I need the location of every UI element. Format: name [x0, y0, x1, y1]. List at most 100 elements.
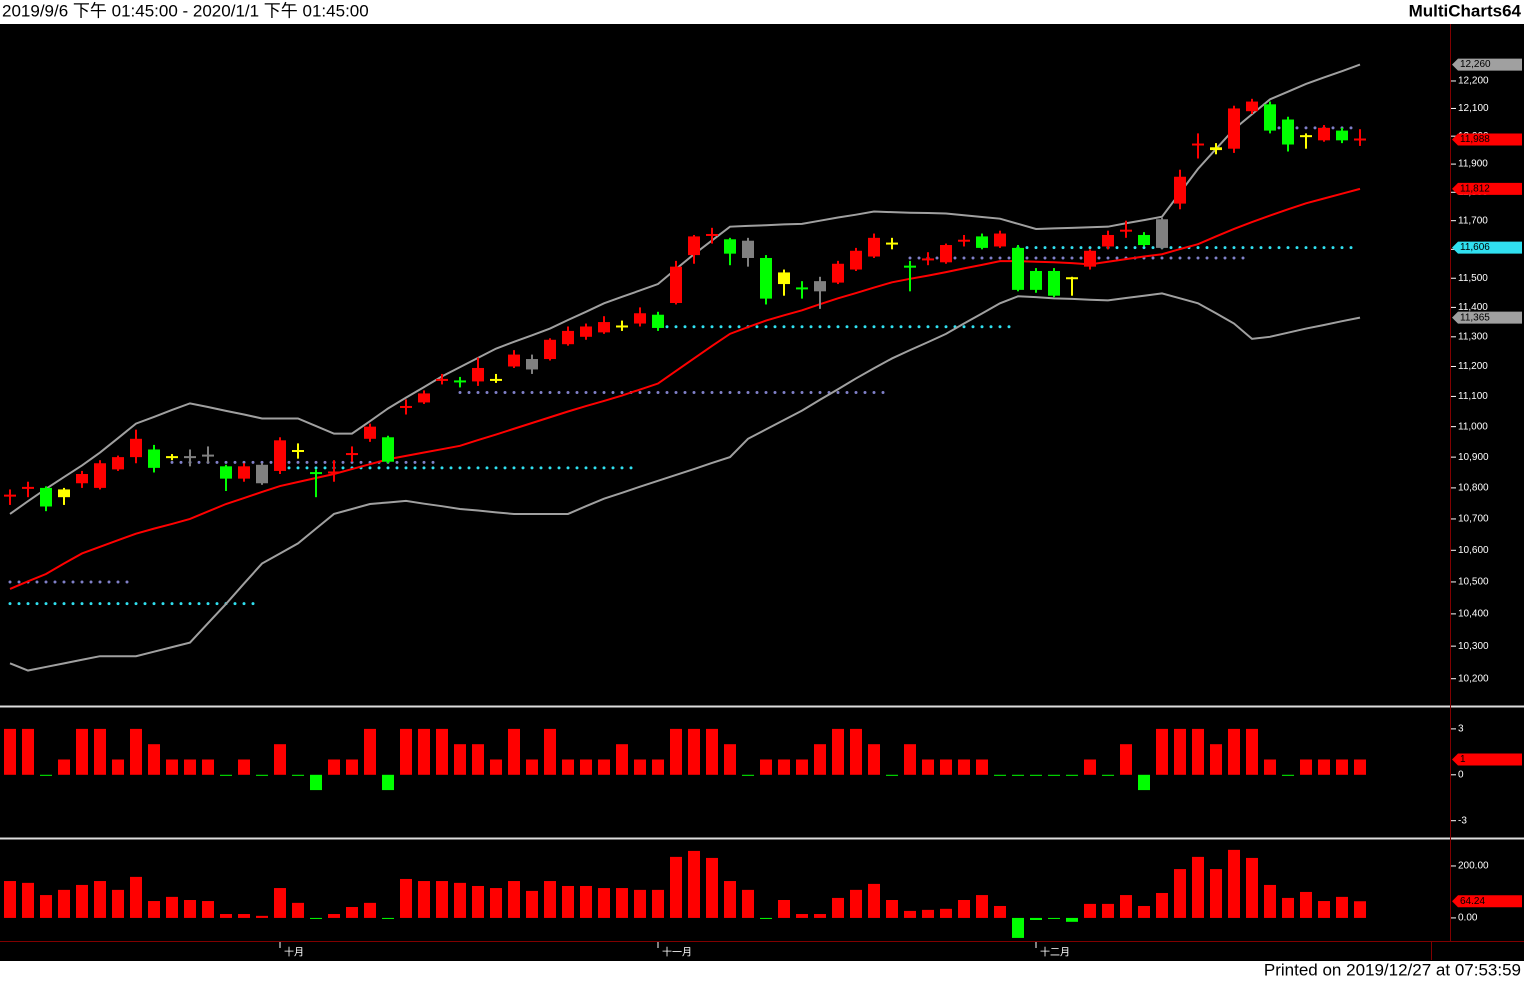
candle-body — [940, 245, 952, 263]
candle-body — [670, 266, 682, 304]
y-tick-label: 12,200 — [1458, 76, 1489, 87]
candle-body — [238, 466, 250, 479]
bar — [1336, 759, 1348, 775]
x-tick-label: 十一月 — [662, 946, 692, 959]
bar — [490, 759, 502, 775]
candle-body — [40, 487, 52, 507]
bar — [940, 908, 952, 918]
bar — [40, 774, 52, 776]
candle-body — [1264, 104, 1276, 131]
bar — [436, 728, 448, 775]
bar — [1210, 869, 1222, 918]
bar — [1336, 896, 1348, 918]
candle-body — [400, 405, 412, 408]
bar — [724, 881, 736, 918]
bar — [184, 900, 196, 918]
candle-body — [652, 314, 664, 328]
candle-body — [1048, 270, 1060, 296]
candle-body — [1336, 130, 1348, 141]
bar — [1156, 728, 1168, 775]
y-tick-label: 200.00 — [1458, 861, 1489, 872]
candle-body — [778, 272, 790, 285]
bar — [958, 900, 970, 918]
last-value-label-box — [1452, 182, 1522, 195]
candle-body — [886, 242, 898, 245]
y-tick-label: 11,900 — [1458, 159, 1488, 170]
candle-body — [1102, 234, 1114, 247]
bar — [166, 759, 178, 775]
bar — [508, 881, 520, 918]
bar — [436, 881, 448, 918]
candle-body — [706, 233, 718, 236]
bar — [40, 895, 52, 918]
indicator-line — [9, 187, 1361, 590]
bar — [814, 744, 826, 775]
bar — [238, 759, 250, 775]
candle-body — [526, 359, 538, 370]
bar — [958, 759, 970, 775]
last-value-label: 64.24 — [1460, 896, 1485, 907]
bar — [472, 744, 484, 775]
y-tick-label: 11,100 — [1458, 391, 1488, 402]
bar — [742, 889, 754, 918]
footer-printed: Printed on 2019/12/27 at 07:53:59 — [1264, 960, 1521, 979]
bar — [778, 759, 790, 775]
candle-body — [634, 313, 646, 324]
indicator-line — [9, 63, 1361, 515]
candle-body — [310, 472, 322, 475]
bar — [1246, 857, 1258, 918]
bar — [1300, 759, 1312, 775]
bar — [1300, 891, 1312, 918]
candle-body — [202, 454, 214, 457]
bar — [706, 857, 718, 918]
bar — [256, 915, 268, 918]
bar — [202, 759, 214, 775]
candle-body — [58, 489, 70, 498]
candle-body — [904, 265, 916, 268]
bar — [580, 885, 592, 918]
bar — [1138, 774, 1150, 791]
bar — [994, 905, 1006, 918]
bar — [1228, 728, 1240, 775]
bar — [400, 728, 412, 775]
bar — [112, 759, 124, 775]
bar — [1030, 917, 1042, 920]
bar — [922, 909, 934, 918]
bar — [454, 744, 466, 775]
candle-body — [724, 239, 736, 254]
bar — [94, 728, 106, 775]
y-tick-label: 11,300 — [1458, 331, 1488, 342]
candle-body — [418, 393, 430, 403]
bar — [1318, 901, 1330, 918]
candle-body — [4, 494, 16, 497]
candle-body — [544, 339, 556, 360]
candle-body — [868, 237, 880, 257]
bar — [796, 759, 808, 775]
bar — [886, 774, 898, 776]
y-tick-label: 11,200 — [1458, 361, 1488, 372]
last-value-label: 12,260 — [1460, 59, 1491, 70]
candle-body — [112, 457, 124, 470]
bar — [1066, 774, 1078, 776]
candle-body — [76, 474, 88, 484]
candle-body — [994, 233, 1006, 247]
y-tick-label: 10,500 — [1458, 577, 1489, 588]
bar — [1084, 903, 1096, 918]
candle-body — [1174, 176, 1186, 204]
bar — [58, 889, 70, 918]
bar — [616, 744, 628, 775]
bar — [526, 890, 538, 918]
bar — [1120, 895, 1132, 918]
bar — [238, 914, 250, 918]
bar — [760, 917, 772, 919]
bar — [4, 728, 16, 775]
bar — [130, 728, 142, 775]
candle-body — [256, 464, 268, 484]
bar — [976, 895, 988, 918]
bar — [166, 896, 178, 918]
last-value-label-box — [1452, 895, 1522, 908]
bar — [346, 907, 358, 918]
bar — [598, 759, 610, 775]
last-value-label-box — [1452, 311, 1522, 324]
bar — [688, 850, 700, 918]
